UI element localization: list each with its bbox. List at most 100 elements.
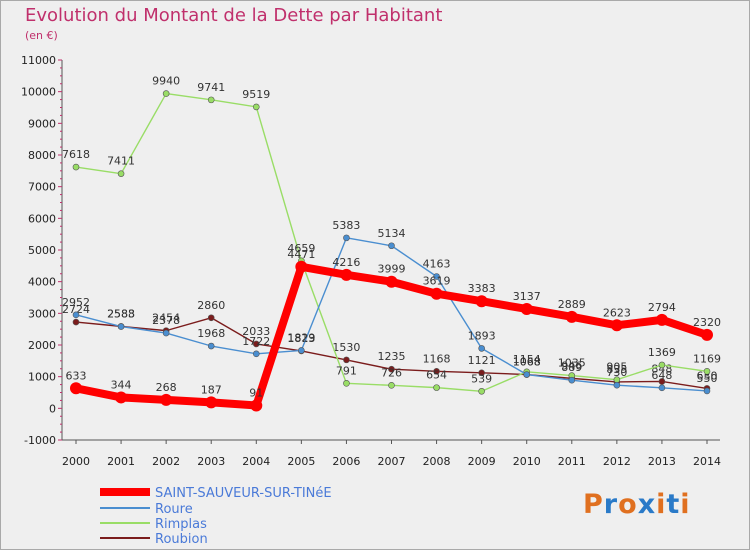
data-point	[433, 273, 440, 280]
data-label: 1035	[558, 357, 586, 370]
data-label: 5134	[378, 227, 406, 240]
data-label: 9519	[242, 88, 270, 101]
data-point	[117, 170, 125, 177]
data-label: 633	[66, 369, 87, 382]
data-label: 835	[606, 363, 627, 376]
data-label: 2724	[62, 303, 90, 316]
data-point	[388, 382, 395, 389]
data-point	[160, 393, 173, 406]
data-point	[72, 163, 80, 171]
data-point	[207, 314, 215, 322]
data-point	[162, 90, 170, 97]
data-point	[252, 103, 260, 111]
logo-letter: P	[583, 489, 604, 520]
data-point	[523, 371, 531, 378]
data-label: 3383	[468, 282, 496, 295]
data-label: 905	[606, 361, 627, 374]
logo-letter: t	[666, 489, 681, 520]
data-point	[385, 275, 398, 288]
data-point	[433, 368, 440, 375]
data-point	[343, 379, 350, 387]
data-label: 9741	[197, 81, 225, 94]
data-point	[478, 387, 485, 395]
data-label: 3137	[513, 290, 541, 303]
y-tick-label: 5000	[28, 244, 56, 257]
data-label: 654	[426, 369, 447, 382]
data-point	[701, 328, 713, 341]
data-point	[658, 361, 666, 369]
data-label: 1235	[378, 350, 406, 363]
y-tick-label: -1000	[24, 434, 56, 447]
y-tick-label: 1000	[28, 371, 56, 384]
data-label: 9940	[152, 75, 180, 88]
data-label: 1893	[468, 329, 496, 342]
x-tick-label: 2008	[423, 455, 451, 468]
y-tick-label: 10000	[21, 86, 56, 99]
data-label: 4471	[287, 248, 315, 261]
data-point	[658, 384, 666, 392]
logo-letter: r	[603, 489, 619, 520]
data-label: 550	[697, 372, 718, 385]
data-point	[613, 381, 621, 389]
logo-letter: i	[656, 489, 667, 520]
data-point	[520, 302, 533, 315]
data-point	[655, 313, 668, 326]
data-point	[295, 260, 308, 273]
y-tick-label: 0	[49, 402, 56, 415]
data-point	[298, 347, 305, 354]
data-label: 2952	[62, 296, 90, 309]
data-label: 4163	[423, 258, 451, 271]
data-label: 1068	[513, 356, 541, 369]
data-point	[250, 399, 263, 412]
data-label: 2588	[107, 307, 135, 320]
data-point	[568, 376, 576, 384]
data-label: 2889	[558, 298, 586, 311]
data-point	[252, 340, 260, 348]
data-label: 91	[249, 386, 263, 399]
data-label: 1829	[287, 331, 315, 344]
data-label: 3999	[378, 263, 406, 276]
logo-letter: i	[680, 489, 691, 520]
data-label: 791	[336, 364, 357, 377]
data-label: 2860	[197, 299, 225, 312]
chart-title: Evolution du Montant de la Dette par Hab…	[25, 5, 443, 26]
proxiti-logo: Proxiti	[583, 489, 691, 520]
y-tick-label: 9000	[28, 117, 56, 130]
y-tick-label: 4000	[28, 276, 56, 289]
data-point	[703, 368, 711, 375]
data-label: 1154	[513, 353, 541, 366]
x-tick-label: 2006	[332, 455, 360, 468]
data-point	[658, 378, 666, 385]
data-label: 187	[201, 383, 222, 396]
data-point	[475, 295, 488, 308]
data-label: 1121	[468, 354, 496, 367]
data-label: 1722	[242, 335, 270, 348]
data-label: 1068	[513, 356, 541, 369]
data-point	[72, 318, 80, 326]
data-point	[343, 356, 350, 364]
data-point	[565, 310, 578, 323]
y-tick-label: 6000	[28, 212, 56, 225]
data-label: 2378	[152, 314, 180, 327]
x-tick-label: 2014	[693, 455, 721, 468]
x-tick-label: 2005	[287, 455, 315, 468]
legend-label: SAINT-SAUVEUR-SUR-TINéE	[155, 486, 332, 501]
data-point	[388, 242, 395, 250]
x-tick-label: 2007	[378, 455, 406, 468]
x-tick-label: 2003	[197, 455, 225, 468]
y-tick-label: 7000	[28, 181, 56, 194]
data-point	[207, 96, 215, 104]
data-label: 344	[111, 378, 132, 391]
series-line	[75, 92, 708, 392]
data-label: 7618	[62, 148, 90, 161]
data-point	[478, 369, 485, 377]
data-label: 726	[381, 366, 402, 379]
data-point	[252, 350, 260, 358]
data-label: 1968	[197, 327, 225, 340]
data-label: 268	[156, 381, 177, 394]
data-point	[72, 311, 80, 319]
legend-label: Roubion	[155, 532, 208, 547]
data-label: 4216	[332, 256, 360, 269]
data-point	[388, 365, 395, 373]
